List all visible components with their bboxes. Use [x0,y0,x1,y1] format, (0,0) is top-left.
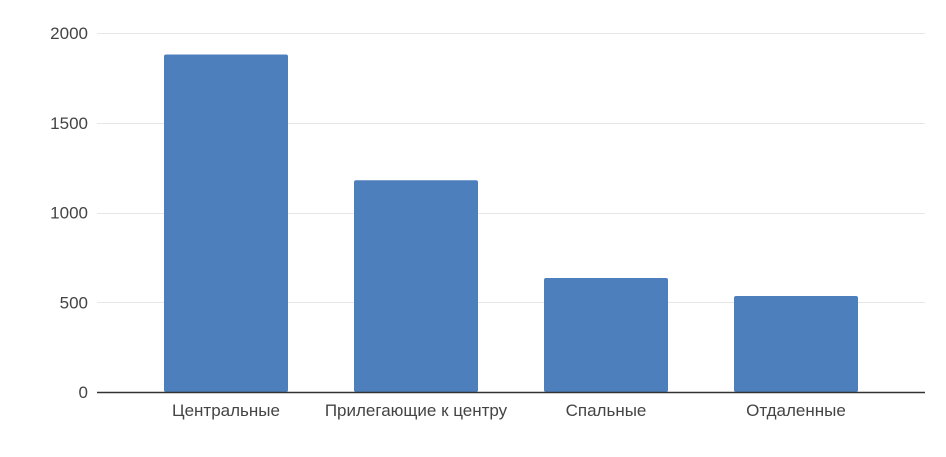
x-tick-label: Прилегающие к центру [325,401,508,420]
y-tick-label: 2000 [50,24,88,43]
x-axis-tick-labels: Центральные Прилегающие к центру Спальные О… [172,401,846,420]
bar[interactable] [354,180,478,392]
x-tick-label: Спальные [566,401,647,420]
bar[interactable] [734,295,858,392]
y-tick-label: 0 [79,383,88,402]
bar[interactable] [544,278,668,392]
bar[interactable] [164,54,288,392]
y-axis-tick-labels: 0 500 1000 1500 2000 [50,24,88,402]
y-tick-label: 500 [60,293,88,312]
y-tick-label: 1000 [50,204,88,223]
x-tick-label: Центральные [172,401,280,420]
x-tick-label: Отдаленные [746,401,846,420]
bars [164,54,858,392]
y-tick-label: 1500 [50,114,88,133]
